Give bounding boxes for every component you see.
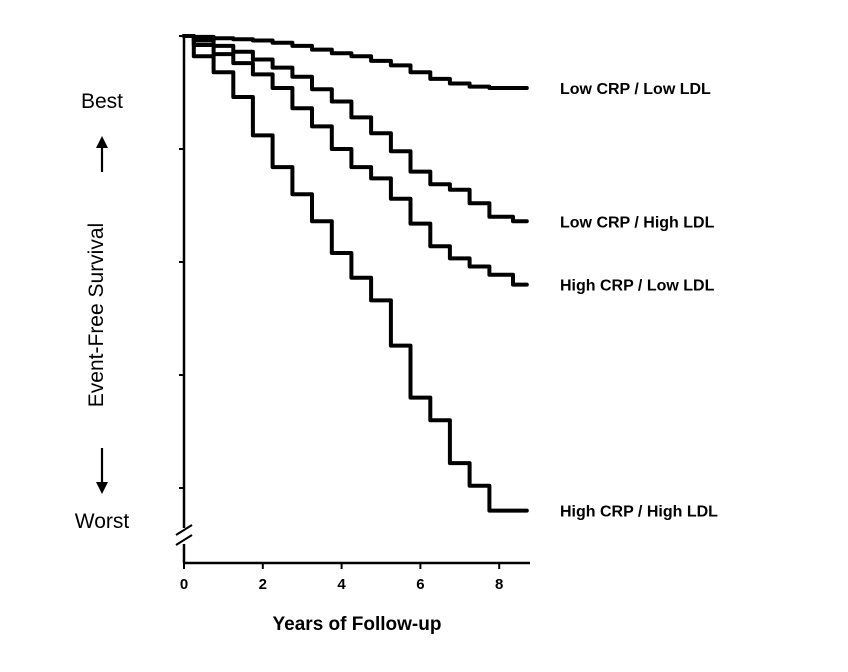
y-axis-label: Event-Free Survival <box>85 223 108 407</box>
arrow-down-icon <box>96 448 108 494</box>
series-label-1: Low CRP / High LDL <box>560 214 715 231</box>
series-line-3 <box>182 34 529 513</box>
y-bottom-label: Worst <box>75 510 130 533</box>
x-tick-label: 4 <box>337 576 346 593</box>
series-label-3: High CRP / High LDL <box>560 504 718 521</box>
x-tick-label: 6 <box>416 576 424 593</box>
x-tick-label: 8 <box>495 576 503 593</box>
x-ticks: 0 2 4 6 8 <box>180 563 503 593</box>
series-label-2: High CRP / Low LDL <box>560 278 715 295</box>
x-axis-label: Years of Follow-up <box>273 614 442 635</box>
arrow-up-icon <box>96 136 108 172</box>
series-line-2 <box>182 34 529 287</box>
series-group: Low CRP / Low LDL Low CRP / High LDL High … <box>182 34 718 521</box>
x-tick-label: 0 <box>180 576 188 593</box>
series-line-0 <box>182 34 529 90</box>
series-line-1 <box>182 34 529 224</box>
y-axis-break <box>175 524 193 546</box>
y-top-label: Best <box>81 90 123 113</box>
series-label-0: Low CRP / Low LDL <box>560 81 711 98</box>
x-tick-label: 2 <box>259 576 267 593</box>
